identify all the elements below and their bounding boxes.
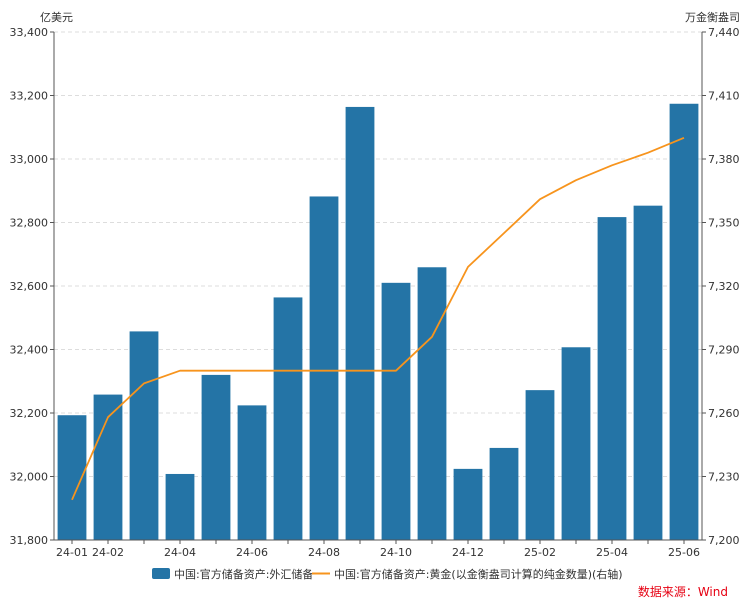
legend-bar-swatch (152, 568, 170, 579)
legend: 中国:官方储备资产:外汇储备 中国:官方储备资产:黄金(以金衡盎司计算的纯金数量… (152, 567, 623, 581)
bar-24-10 (381, 282, 411, 540)
left-tick-label: 33,400 (10, 26, 49, 39)
left-tick-label: 32,200 (10, 407, 49, 420)
bar-25-04 (597, 217, 627, 541)
right-tick-label: 7,260 (708, 407, 740, 420)
bar-25-06 (669, 103, 699, 540)
left-tick-label: 32,800 (10, 217, 49, 230)
right-axis-unit: 万金衡盎司 (685, 10, 740, 24)
line-series (71, 136, 685, 501)
right-axis-ticks: 7,200 7,230 7,260 7,290 7,320 7,350 7,380 7,410… (702, 26, 740, 547)
x-tick-label: 24-12 (452, 546, 484, 559)
bar-24-03 (129, 331, 159, 540)
bar-25-01 (489, 447, 519, 540)
right-tick-label: 7,320 (708, 280, 740, 293)
bar-24-07 (273, 297, 303, 540)
right-tick-label: 7,350 (708, 217, 740, 230)
source-note: 数据来源：Wind (638, 584, 728, 599)
bar-24-09 (345, 106, 375, 541)
bar-24-08 (309, 196, 339, 540)
left-axis-ticks: 31,800 32,000 32,200 32,400 32,600 32,800 33,0… (10, 26, 54, 547)
bar-series (57, 103, 699, 541)
x-tick-label: 24-01 (56, 546, 88, 559)
x-tick-label: 24-08 (308, 546, 340, 559)
bar-25-02 (525, 390, 555, 540)
left-axis-unit: 亿美元 (40, 11, 73, 24)
bar-24-11 (417, 267, 447, 540)
left-tick-label: 32,400 (10, 344, 49, 357)
x-tick-label: 25-02 (524, 546, 556, 559)
right-tick-label: 7,290 (708, 344, 740, 357)
bar-24-05 (201, 374, 231, 540)
grid-lines (54, 31, 702, 477)
right-tick-label: 7,440 (708, 26, 740, 39)
right-tick-label: 7,410 (708, 90, 740, 103)
left-tick-label: 33,000 (10, 153, 49, 166)
legend-bar-label: 中国:官方储备资产:外汇储备 (174, 567, 313, 581)
x-tick-label: 24-02 (92, 546, 124, 559)
bar-25-03 (561, 347, 591, 540)
bar-24-04 (165, 473, 195, 540)
left-tick-label: 33,200 (10, 90, 49, 103)
bar-25-05 (633, 205, 663, 541)
right-tick-label: 7,230 (708, 471, 740, 484)
left-tick-label: 32,000 (10, 471, 49, 484)
x-axis-ticks: 24-01 24-02 24-04 24-06 24-08 24-10 24-12 25-02… (56, 540, 700, 559)
x-tick-label: 24-06 (236, 546, 268, 559)
gold-reserve-line (71, 136, 685, 501)
x-tick-label: 24-10 (380, 546, 412, 559)
left-tick-label: 32,600 (10, 280, 49, 293)
bar-24-12 (453, 468, 483, 540)
x-tick-label: 24-04 (164, 546, 196, 559)
x-tick-label: 25-06 (668, 546, 700, 559)
left-tick-label: 31,800 (10, 534, 49, 547)
right-tick-label: 7,380 (708, 153, 740, 166)
legend-line-label: 中国:官方储备资产:黄金(以金衡盎司计算的纯金数量)(右轴) (334, 567, 623, 581)
bar-24-06 (237, 405, 267, 540)
x-tick-label: 25-04 (596, 546, 628, 559)
right-tick-label: 7,200 (708, 534, 740, 547)
